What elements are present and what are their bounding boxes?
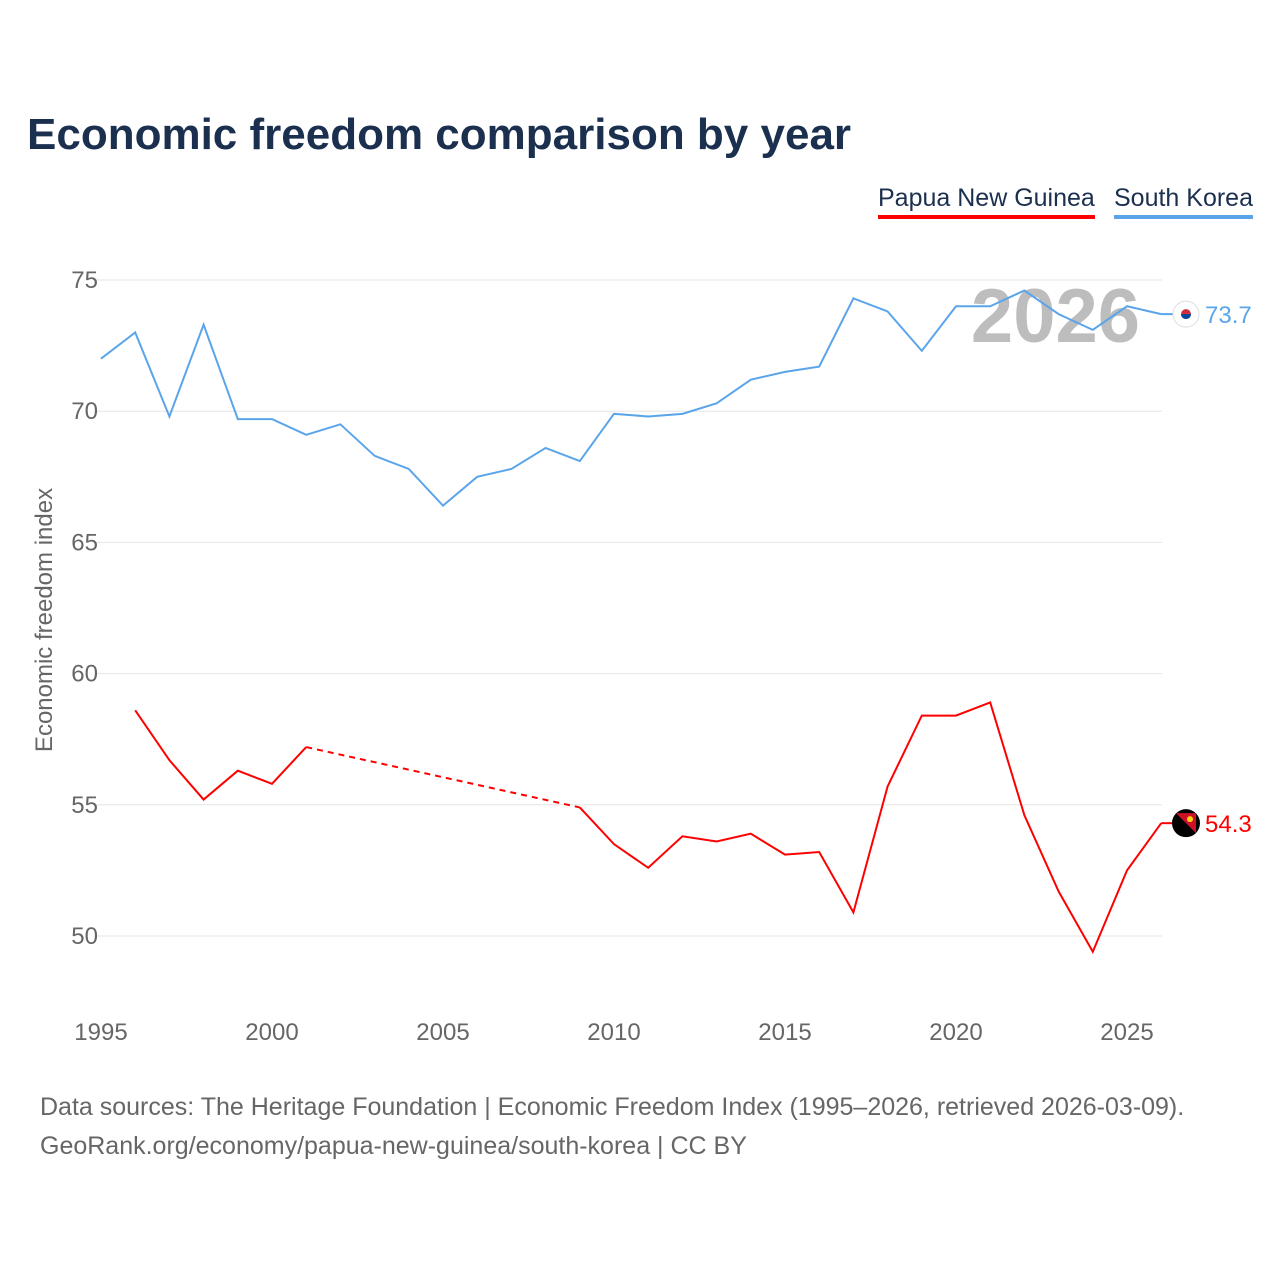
- series-line-0: [579, 701, 1163, 955]
- source-line-2: GeoRank.org/economy/papua-new-guinea/sou…: [40, 1132, 747, 1160]
- end-value-label: 73.7: [1205, 302, 1252, 329]
- source-line-1: Data sources: The Heritage Foundation | …: [40, 1093, 1185, 1121]
- series-line-1: [100, 289, 1162, 508]
- png-flag-bird: [1187, 816, 1193, 823]
- y-tick-label: 50: [71, 923, 98, 950]
- y-axis-label: Economic freedom index: [31, 488, 58, 752]
- y-tick-label: 65: [71, 529, 98, 556]
- chart-title: Economic freedom comparison by year: [27, 110, 852, 159]
- x-tick-label: 2005: [416, 1019, 469, 1046]
- x-tick-label: 2025: [1100, 1019, 1153, 1046]
- y-tick-label: 60: [71, 661, 98, 688]
- legend-papua-new-guinea[interactable]: Papua New Guinea: [878, 184, 1095, 219]
- x-tick-label: 2010: [587, 1019, 640, 1046]
- series-line-0: [134, 709, 307, 801]
- y-tick-label: 70: [71, 398, 98, 425]
- x-tick-label: 2020: [929, 1019, 982, 1046]
- x-tick-label: 1995: [74, 1019, 127, 1046]
- end-value-label: 54.3: [1205, 811, 1252, 838]
- y-tick-label: 55: [71, 792, 98, 819]
- source-note: Data sources: The Heritage Foundation | …: [40, 1088, 1184, 1166]
- series-gap-line-0: [305, 746, 581, 809]
- x-tick-label: 2015: [758, 1019, 811, 1046]
- y-tick-label: 75: [71, 267, 98, 294]
- korea-flag-taeguk-blue: [1181, 314, 1191, 320]
- x-tick-label: 2000: [245, 1019, 298, 1046]
- year-watermark: 2026: [971, 274, 1140, 359]
- legend-south-korea[interactable]: South Korea: [1114, 184, 1253, 219]
